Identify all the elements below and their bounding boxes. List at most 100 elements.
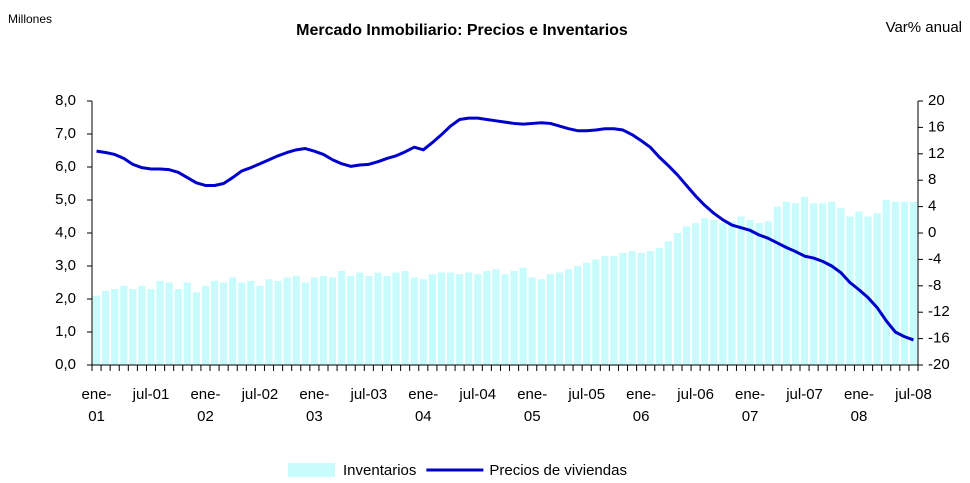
legend-label: Precios de viviendas	[489, 462, 627, 479]
bar	[719, 223, 727, 365]
bar	[247, 280, 255, 365]
bar	[882, 200, 890, 365]
bar	[909, 201, 918, 365]
y2-tick-label: -4	[928, 250, 941, 267]
x-tick-label: ene-03	[299, 386, 329, 425]
y2-tick-label: 12	[928, 145, 945, 162]
bar	[374, 272, 382, 365]
bar	[465, 272, 473, 365]
line	[96, 116, 914, 342]
bar	[673, 233, 682, 365]
bar	[365, 275, 373, 365]
bar	[637, 252, 645, 365]
bar	[501, 274, 509, 365]
bar	[392, 272, 400, 365]
bar	[201, 285, 210, 365]
bar	[601, 256, 609, 365]
bar	[592, 259, 600, 365]
y2-tick-label: 8	[928, 171, 936, 188]
bar	[174, 289, 182, 365]
y2-tick-label: -12	[928, 303, 950, 320]
x-tick-label: ene-05	[517, 386, 547, 425]
y-tick-label: 3,0	[55, 257, 76, 274]
bar	[337, 270, 346, 365]
bar	[510, 270, 518, 365]
bar	[265, 279, 273, 365]
bar	[483, 270, 491, 365]
bar	[183, 282, 191, 365]
bar	[900, 201, 909, 365]
x-tick-label: ene-01	[82, 386, 112, 425]
y-tick-label: 7,0	[55, 125, 76, 142]
y2-tick-label: 4	[928, 198, 936, 215]
bar	[328, 277, 337, 365]
bar	[310, 277, 319, 365]
bar	[782, 201, 791, 365]
bar	[764, 221, 772, 365]
bar	[129, 289, 137, 365]
bar	[746, 219, 754, 365]
bar	[428, 274, 437, 365]
bar	[655, 247, 663, 365]
x-tick-label: jul-05	[567, 386, 605, 403]
bar	[664, 241, 673, 365]
bar	[347, 275, 355, 365]
legend-label: Inventarios	[343, 462, 416, 479]
legend-swatch	[288, 463, 335, 477]
bar	[283, 277, 291, 365]
bar	[356, 272, 364, 365]
bar	[111, 289, 119, 365]
bar	[446, 272, 455, 365]
bar	[546, 274, 555, 365]
bar	[837, 208, 845, 365]
y-axis-label: Millones	[8, 12, 52, 26]
bar	[646, 251, 654, 365]
bar	[256, 285, 264, 365]
bar	[701, 218, 709, 365]
bar	[319, 275, 328, 365]
x-tick-label: jul-04	[458, 386, 496, 403]
y-tick-label: 5,0	[55, 191, 76, 208]
bar	[682, 226, 691, 365]
bar	[165, 282, 173, 365]
y2-tick-label: -20	[928, 356, 950, 373]
bar	[101, 290, 110, 365]
bar	[809, 203, 818, 365]
bar	[573, 266, 582, 365]
bar	[873, 213, 881, 365]
bar	[292, 275, 300, 365]
bar	[383, 275, 391, 365]
bar	[819, 203, 827, 365]
bar	[156, 280, 164, 365]
bar	[773, 206, 781, 365]
bar	[537, 279, 545, 365]
bar	[492, 269, 500, 365]
bar	[555, 272, 564, 365]
bar	[583, 262, 591, 365]
bar	[229, 277, 237, 365]
x-tick-label: jul-02	[241, 386, 279, 403]
bar	[691, 223, 700, 365]
y2-tick-label: 16	[928, 118, 945, 135]
y2-tick-label: -8	[928, 277, 941, 294]
y-tick-label: 8,0	[55, 92, 76, 109]
y2-tick-label: 20	[928, 92, 945, 109]
x-tick-label: ene-02	[190, 386, 220, 425]
y-tick-label: 1,0	[55, 323, 76, 340]
bar	[791, 203, 800, 365]
y2-axis-label: Var% anual	[886, 19, 962, 36]
x-tick-label: ene-08	[844, 386, 874, 425]
bar	[274, 280, 282, 365]
bar	[737, 216, 745, 365]
bar	[891, 201, 899, 365]
x-tick-label: jul-01	[132, 386, 170, 403]
bar	[219, 282, 228, 365]
bar	[628, 251, 636, 365]
bar	[419, 279, 427, 365]
x-tick-label: jul-07	[785, 386, 823, 403]
y2-tick-label: -16	[928, 330, 950, 347]
bar	[455, 274, 464, 365]
bar	[401, 270, 409, 365]
x-tick-label: jul-06	[676, 386, 714, 403]
